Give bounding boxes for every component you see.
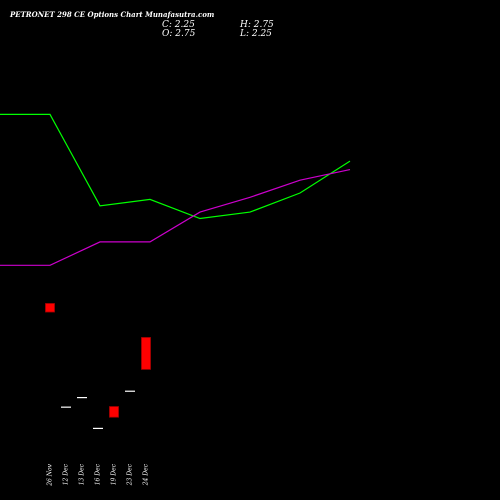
x-tick-label: 12 Dec [63, 463, 70, 485]
open-value: O: 2.75 [162, 29, 196, 39]
candle-body-2 [77, 397, 87, 399]
x-tick-label: 13 Dec [79, 463, 86, 485]
series-line-1 [0, 169, 351, 266]
x-tick-label: 24 Dec [143, 463, 150, 486]
high-value: H: 2.75 [240, 20, 274, 30]
series-line-0 [0, 113, 351, 220]
candle-body-5 [125, 390, 135, 392]
candle-body-6 [141, 337, 151, 370]
candle-body-3 [93, 427, 103, 430]
candle-body-1 [61, 406, 71, 408]
close-value: C: 2.25 [162, 20, 195, 30]
x-tick-label: 26 Nov [47, 463, 54, 486]
x-tick-label: 23 Dec [127, 463, 134, 486]
x-tick-label: 16 Dec [95, 463, 102, 485]
candle-body-0 [45, 303, 55, 313]
x-tick-label: 19 Dec [111, 463, 118, 485]
candle-body-4 [109, 406, 119, 418]
chart-title: PETRONET 298 CE Options Chart Munafasutr… [10, 10, 215, 19]
low-value: L: 2.25 [240, 29, 272, 39]
